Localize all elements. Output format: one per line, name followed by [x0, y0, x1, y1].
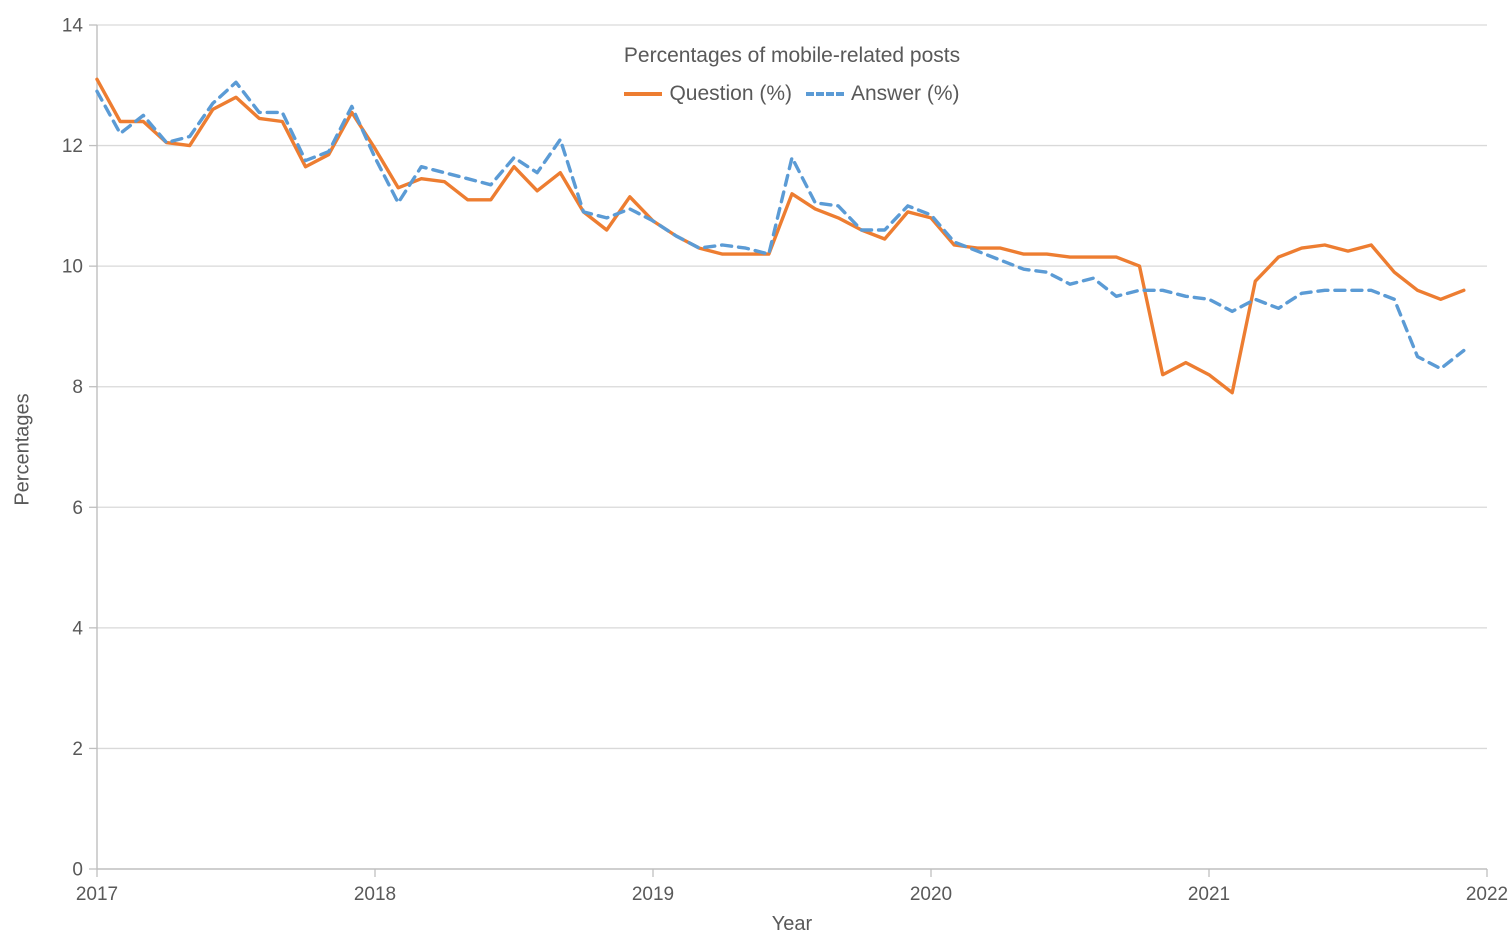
- y-tick-label: 8: [72, 377, 83, 398]
- answer-line-swatch: [806, 92, 844, 96]
- y-tick-label: 6: [72, 498, 83, 519]
- x-axis-title: Year: [771, 913, 813, 935]
- series-line-answer: [95, 80, 1466, 371]
- legend-item-answer: Answer (%): [806, 82, 960, 106]
- x-tick-label: 2020: [910, 884, 952, 905]
- gridlines: [97, 24, 1487, 750]
- legend: Question (%) Answer (%): [97, 82, 1487, 106]
- series-line-question: [95, 77, 1466, 395]
- question-line-swatch: [624, 92, 663, 96]
- tick-labels: 0 2 4 6 8 10 12 14 2017 2018 2019 2020 2021 2022: [62, 16, 1508, 906]
- legend-label-question: Question (%): [669, 82, 792, 105]
- x-tick-label: 2017: [76, 884, 118, 905]
- y-tick-label: 4: [72, 618, 83, 639]
- chart-title: Percentages of mobile-related posts: [623, 44, 961, 67]
- legend-item-question: Question (%): [624, 82, 792, 106]
- y-tick-label: 10: [62, 257, 83, 278]
- y-axis-title: Percentages: [11, 393, 34, 506]
- y-tick-label: 2: [72, 739, 83, 760]
- x-tick-label: 2018: [354, 884, 396, 905]
- series-lines: [95, 77, 1466, 395]
- x-tick-label: 2022: [1466, 884, 1508, 905]
- x-tick-label: 2019: [632, 884, 674, 905]
- y-tick-label: 0: [72, 860, 83, 881]
- axes: [89, 24, 1488, 877]
- y-tick-label: 12: [62, 136, 83, 157]
- y-tick-label: 14: [62, 16, 84, 37]
- legend-label-answer: Answer (%): [851, 82, 960, 105]
- x-tick-label: 2021: [1188, 884, 1230, 905]
